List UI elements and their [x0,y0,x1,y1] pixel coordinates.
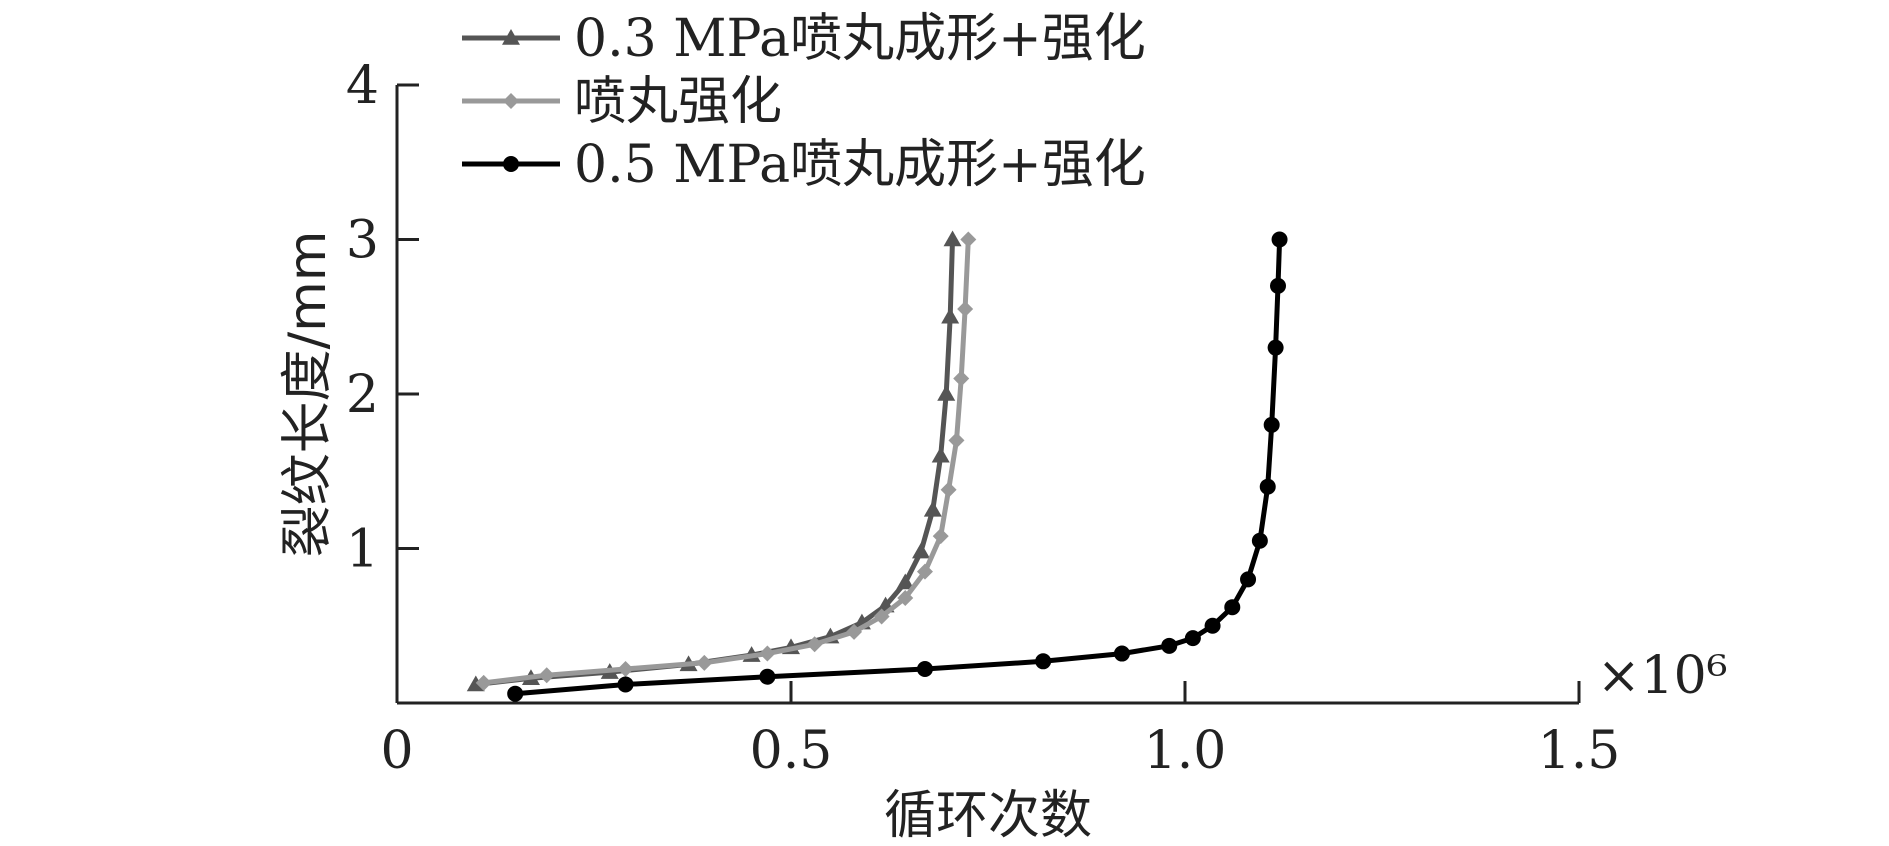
x-axis-multiplier: ×10⁶ [1597,646,1728,706]
axis-ticks: 0 0.5 1.0 1.5 1 2 3 4 [346,56,1620,781]
data-point [1161,637,1178,654]
x-tick-label: 0.5 [750,721,833,781]
data-point [953,370,970,387]
data-point [475,674,492,691]
data-point [1113,645,1130,662]
y-tick-label: 3 [346,211,379,271]
y-axis-title: 裂纹长度/mm [278,231,338,558]
legend-swatch-marker [502,29,520,45]
x-tick-label: 0 [380,721,413,781]
legend-swatch-marker [503,93,519,109]
data-point [916,563,933,580]
series-3 [507,231,1288,702]
data-point [617,661,634,678]
data-point [1224,599,1241,616]
data-point [759,645,776,662]
data-point [759,668,776,685]
data-point [1259,478,1276,495]
data-point [916,661,933,678]
y-tick-label: 2 [346,365,379,425]
legend-item-1: 0.3 MPa喷丸成形+强化 [462,9,1146,69]
series-1 [466,230,962,692]
data-point [897,589,914,606]
x-tick-label: 1.0 [1144,721,1227,781]
data-point [1271,231,1288,248]
x-axis-title: 循环次数 [884,786,1092,846]
data-point [1204,617,1221,634]
data-point [940,481,957,498]
legend-item-2: 喷丸强化 [462,72,782,132]
data-point [1240,571,1257,588]
data-point [937,385,956,401]
data-point [923,500,942,517]
series-2 [475,231,977,691]
data-point [507,685,524,702]
data-point [1267,339,1284,356]
legend-item-3: 0.5 MPa喷丸成形+强化 [462,135,1146,195]
data-point [696,654,713,671]
data-point [943,230,962,247]
data-point [960,231,977,248]
data-point [1184,630,1201,647]
legend-label: 喷丸强化 [574,72,782,132]
data-point [873,608,890,625]
data-point [1035,653,1052,670]
data-point [948,432,965,449]
data-point [896,573,915,590]
series-line [514,239,1283,697]
data-point [1263,416,1280,433]
y-tick-label: 1 [346,520,379,580]
data-point [538,667,555,684]
data-point [912,542,931,559]
data-point [957,301,974,318]
data-point [932,528,949,545]
legend-label: 0.3 MPa喷丸成形+强化 [574,9,1146,69]
data-point [941,307,960,324]
x-tick-label: 1.5 [1538,721,1621,781]
legend-swatch-marker [503,156,519,172]
data-point [1251,532,1268,549]
data-point [806,636,823,653]
data-point [931,446,950,463]
data-point [1269,277,1286,294]
data-point [617,676,634,693]
data-point [846,623,863,640]
y-tick-label: 4 [346,56,379,116]
legend-label: 0.5 MPa喷丸成形+强化 [574,135,1146,195]
data-series [466,230,1288,702]
series-line [483,239,971,686]
